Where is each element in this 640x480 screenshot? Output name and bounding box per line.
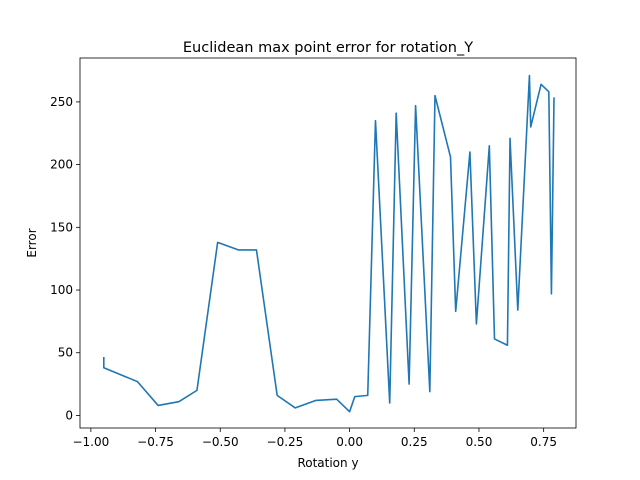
plot-frame — [79, 57, 577, 429]
y-tick-label: 200 — [50, 158, 73, 172]
x-tick-label: −0.50 — [202, 435, 239, 449]
x-tick-label: −0.25 — [267, 435, 304, 449]
y-tick-label: 50 — [58, 346, 73, 360]
series-line — [103, 74, 555, 413]
x-axis: −1.00 −0.75 −0.50 −0.25 0.00 0.25 0.50 0.75 — [72, 428, 557, 449]
series-layer — [103, 74, 555, 413]
x-tick-label: −1.00 — [72, 435, 109, 449]
x-axis-label: Rotation y — [297, 456, 358, 470]
y-tick-label: 250 — [50, 95, 73, 109]
y-axis: 0 50 100 150 200 250 — [50, 95, 80, 422]
x-tick-label: 0.50 — [466, 435, 493, 449]
chart-title: Euclidean max point error for rotation_Y — [183, 40, 473, 56]
x-tick-label: 0.00 — [336, 435, 363, 449]
y-axis-label: Error — [25, 228, 39, 257]
x-tick-label: 0.25 — [401, 435, 428, 449]
x-tick-label: −0.75 — [137, 435, 174, 449]
x-tick-label: 0.75 — [530, 435, 557, 449]
y-tick-label: 100 — [50, 283, 73, 297]
y-tick-label: 150 — [50, 220, 73, 234]
y-tick-label: 0 — [65, 408, 73, 422]
